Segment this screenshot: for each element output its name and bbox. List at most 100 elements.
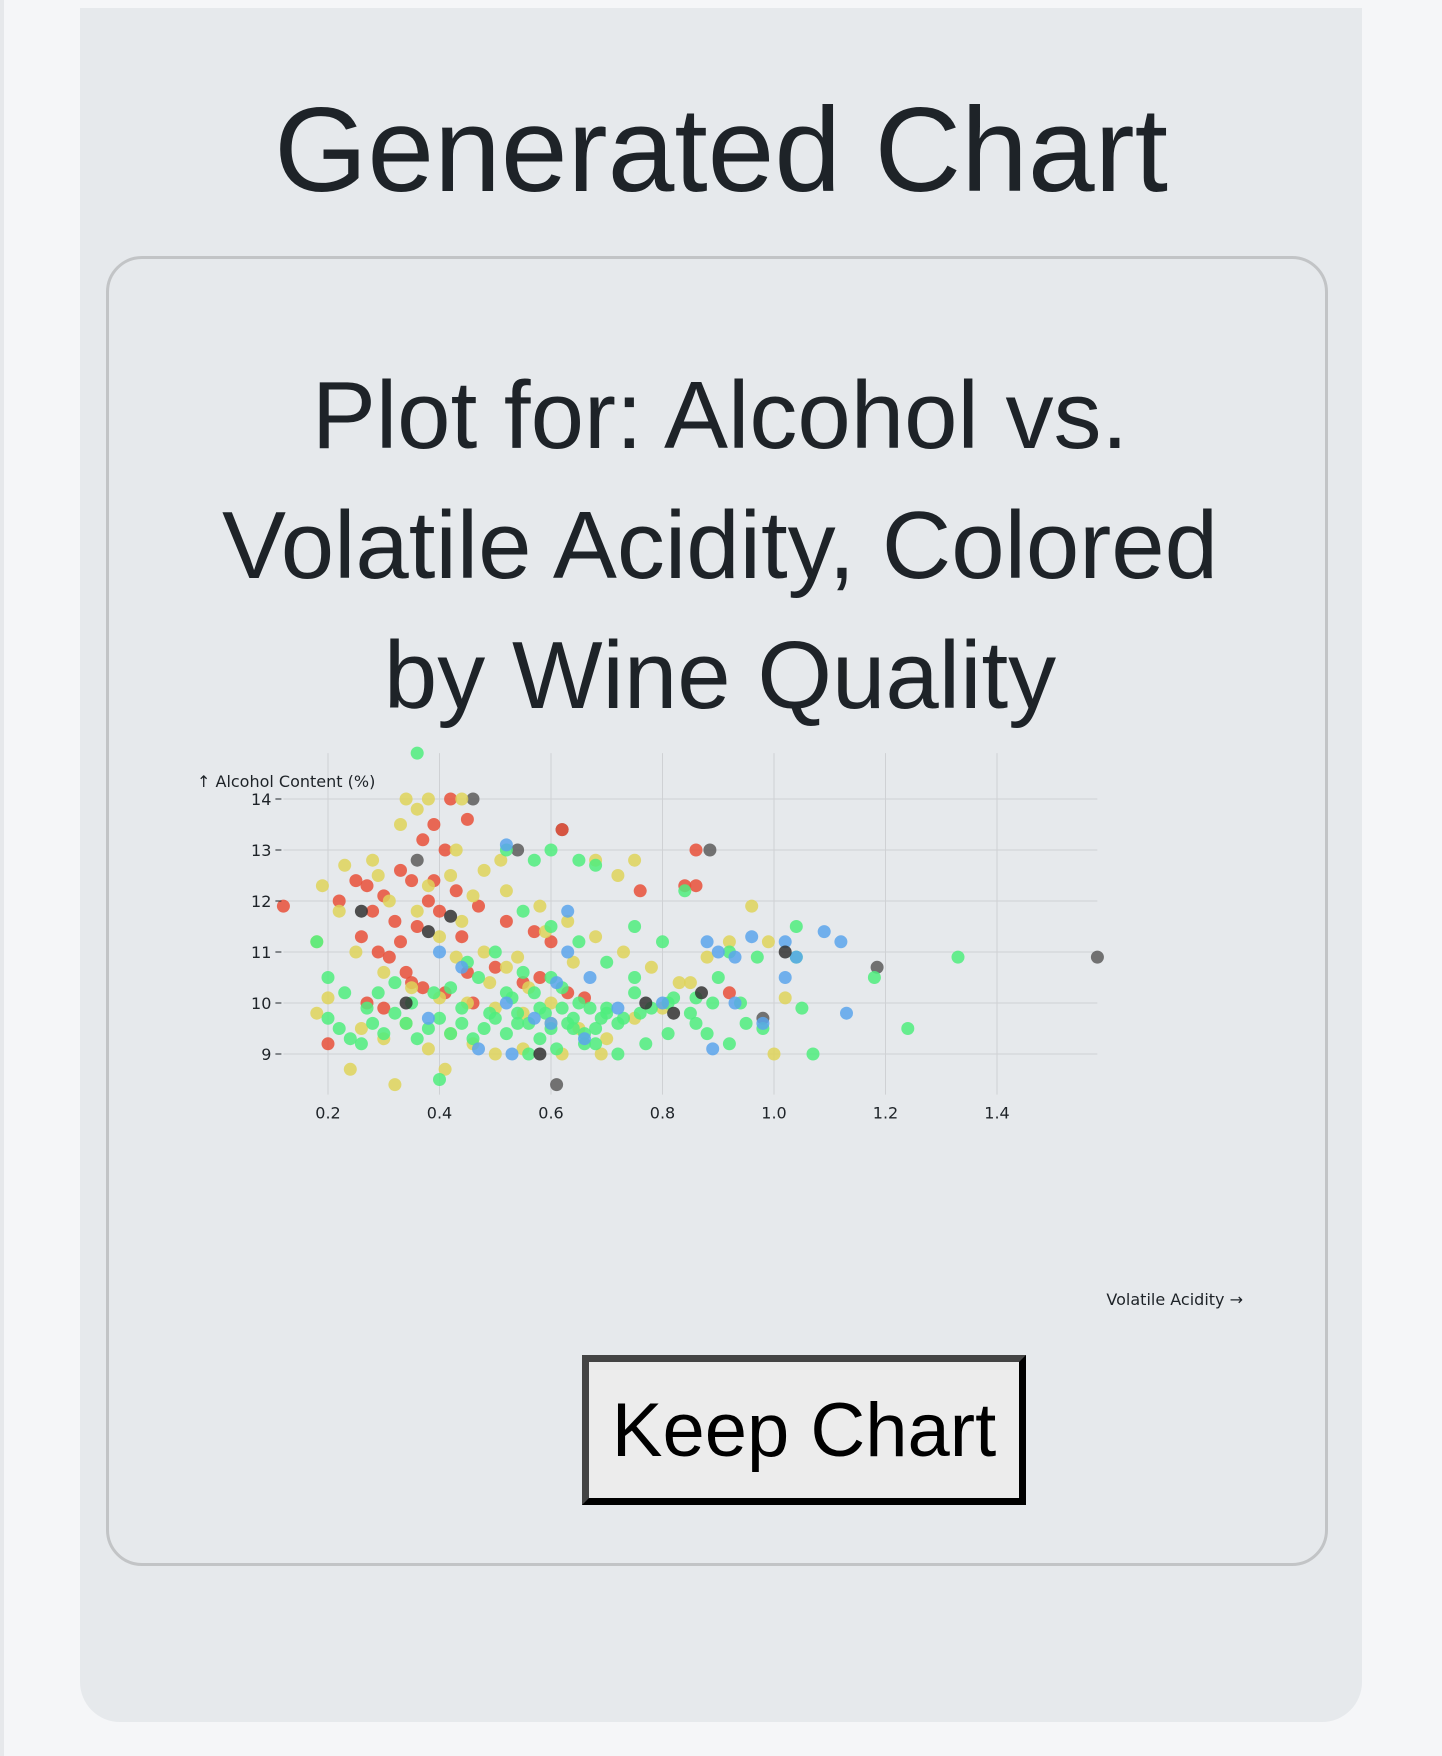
data-point bbox=[628, 986, 642, 1000]
data-point bbox=[438, 843, 452, 857]
data-point bbox=[633, 1006, 647, 1020]
data-point bbox=[572, 996, 586, 1010]
data-point bbox=[644, 960, 658, 974]
data-point bbox=[472, 899, 485, 913]
data-point bbox=[455, 792, 469, 806]
data-point bbox=[416, 833, 430, 847]
data-point bbox=[349, 945, 363, 959]
data-point bbox=[672, 976, 686, 990]
data-point bbox=[533, 1032, 547, 1046]
data-point bbox=[421, 792, 435, 806]
x-tick-label: 1.2 bbox=[873, 1104, 898, 1123]
data-point bbox=[455, 1001, 469, 1015]
data-point bbox=[455, 914, 469, 928]
data-point bbox=[377, 965, 391, 979]
data-point bbox=[394, 818, 407, 831]
data-point bbox=[366, 853, 380, 867]
data-point bbox=[600, 955, 614, 969]
data-point bbox=[466, 1032, 480, 1046]
data-point bbox=[388, 1078, 402, 1092]
data-point bbox=[410, 853, 424, 867]
data-point bbox=[488, 960, 502, 974]
data-point bbox=[394, 935, 407, 949]
data-point bbox=[544, 996, 558, 1010]
x-axis-label: Volatile Acidity → bbox=[1106, 1290, 1243, 1309]
data-point bbox=[354, 904, 368, 918]
data-point bbox=[756, 1016, 770, 1030]
data-point bbox=[494, 853, 508, 867]
data-point bbox=[722, 935, 736, 949]
data-point bbox=[700, 1027, 714, 1041]
data-point bbox=[572, 935, 586, 949]
data-point bbox=[444, 792, 458, 806]
data-point bbox=[795, 1001, 809, 1015]
data-point bbox=[488, 1047, 502, 1061]
data-point bbox=[700, 950, 714, 964]
data-point bbox=[332, 894, 346, 908]
data-point bbox=[728, 996, 742, 1010]
data-point bbox=[410, 802, 424, 816]
data-point bbox=[544, 920, 558, 933]
data-point bbox=[421, 1011, 435, 1025]
data-point bbox=[388, 1006, 402, 1020]
data-point bbox=[472, 971, 485, 984]
data-point bbox=[511, 950, 525, 964]
data-point bbox=[466, 792, 480, 806]
data-point bbox=[371, 945, 385, 959]
data-point bbox=[321, 1011, 335, 1025]
data-point bbox=[449, 884, 463, 898]
data-point bbox=[488, 945, 502, 959]
data-point bbox=[656, 996, 669, 1010]
data-point bbox=[561, 914, 575, 928]
data-point bbox=[433, 904, 446, 918]
data-point bbox=[421, 925, 435, 939]
data-point bbox=[511, 1006, 525, 1020]
data-point bbox=[343, 1062, 357, 1076]
data-point bbox=[617, 1011, 630, 1025]
data-point bbox=[405, 981, 419, 995]
data-point bbox=[455, 930, 469, 944]
data-point bbox=[455, 1016, 469, 1030]
data-point bbox=[388, 914, 402, 928]
data-point bbox=[628, 853, 642, 867]
data-point bbox=[617, 945, 630, 959]
data-point bbox=[321, 971, 335, 984]
x-tick-label: 0.2 bbox=[315, 1104, 340, 1123]
data-point bbox=[516, 904, 530, 918]
data-point bbox=[472, 1042, 485, 1056]
data-points bbox=[276, 746, 1104, 1092]
x-tick-label: 1.0 bbox=[761, 1104, 786, 1123]
data-point bbox=[527, 853, 541, 867]
data-point bbox=[583, 971, 597, 984]
data-point bbox=[477, 945, 491, 959]
data-point bbox=[951, 950, 965, 964]
data-point bbox=[410, 904, 424, 918]
data-point bbox=[410, 1032, 424, 1046]
data-point bbox=[382, 894, 396, 908]
data-point bbox=[433, 930, 446, 944]
data-point bbox=[405, 874, 419, 888]
data-point bbox=[767, 1047, 781, 1061]
data-point bbox=[656, 935, 669, 949]
data-point bbox=[600, 1001, 614, 1015]
data-point bbox=[433, 1073, 446, 1086]
data-point bbox=[388, 976, 402, 990]
data-point bbox=[633, 884, 647, 898]
keep-chart-button[interactable]: Keep Chart bbox=[582, 1355, 1026, 1505]
data-point bbox=[444, 981, 458, 995]
data-point bbox=[477, 863, 491, 877]
data-point bbox=[639, 996, 653, 1010]
chart-title: Plot for: Alcohol vs. Volatile Acidity, … bbox=[221, 362, 1219, 729]
data-point bbox=[321, 1037, 335, 1051]
data-point bbox=[499, 838, 513, 852]
data-point bbox=[611, 1001, 625, 1015]
data-point bbox=[778, 991, 792, 1005]
data-point bbox=[332, 1022, 346, 1035]
data-point bbox=[750, 950, 764, 964]
x-tick-label: 0.6 bbox=[538, 1104, 563, 1123]
data-point bbox=[745, 899, 759, 913]
chart-card: Plot for: Alcohol vs. Volatile Acidity, … bbox=[106, 256, 1328, 1566]
data-point bbox=[483, 1006, 497, 1020]
data-point bbox=[611, 1047, 625, 1061]
data-point bbox=[444, 869, 458, 882]
